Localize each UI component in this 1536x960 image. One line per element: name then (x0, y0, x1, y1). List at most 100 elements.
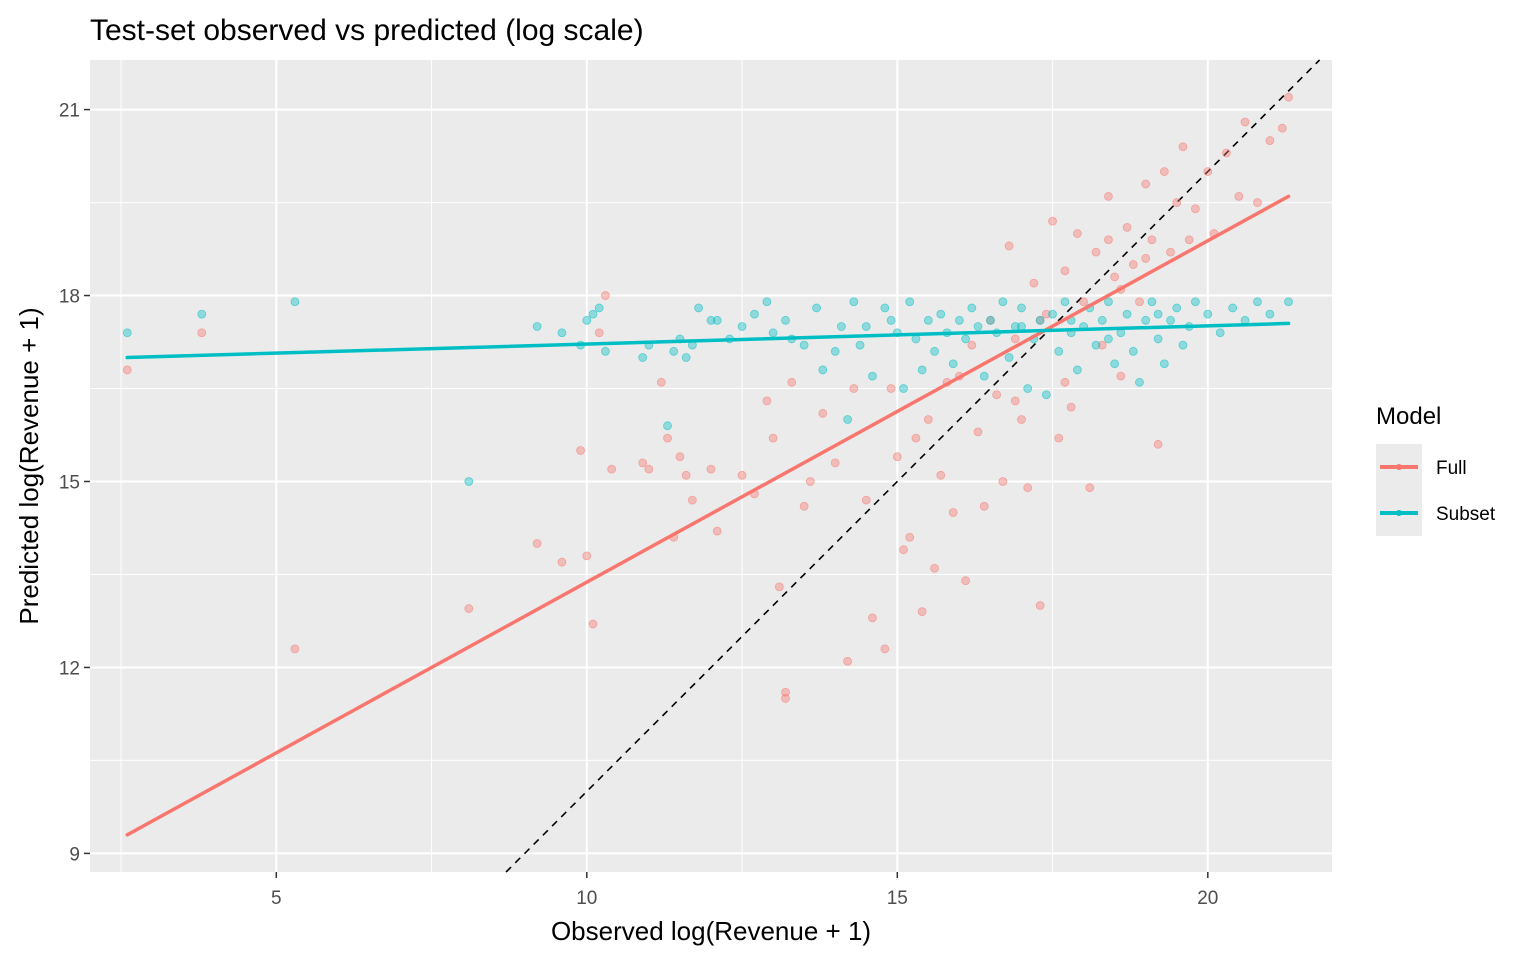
full-point (831, 459, 839, 467)
full-point (738, 471, 746, 479)
subset-point (1160, 360, 1168, 368)
legend-label-full: Full (1436, 458, 1467, 479)
subset-point (1104, 335, 1112, 343)
subset-point (1061, 298, 1069, 306)
subset-point (1024, 385, 1032, 393)
subset-point (1173, 304, 1181, 312)
subset-point (949, 360, 957, 368)
full-point (999, 477, 1007, 485)
subset-point (1135, 378, 1143, 386)
subset-point (937, 310, 945, 318)
x-tick-label: 10 (576, 888, 597, 909)
subset-point (856, 341, 864, 349)
full-point (1142, 180, 1150, 188)
full-point (1285, 93, 1293, 101)
x-tick-label: 15 (887, 888, 908, 909)
full-point (906, 533, 914, 541)
full-point (962, 577, 970, 585)
full-point (1104, 192, 1112, 200)
subset-point (123, 329, 131, 337)
subset-point (589, 310, 597, 318)
full-point (707, 465, 715, 473)
full-point (589, 620, 597, 628)
full-point (1148, 236, 1156, 244)
full-point (645, 465, 653, 473)
subset-point (1042, 391, 1050, 399)
full-point (968, 341, 976, 349)
subset-point (1123, 310, 1131, 318)
full-point (1055, 434, 1063, 442)
subset-point (800, 341, 808, 349)
legend-title: Model (1376, 403, 1441, 430)
full-point (123, 366, 131, 374)
full-point (775, 583, 783, 591)
full-point (595, 329, 603, 337)
full-point (639, 459, 647, 467)
subset-point (1253, 298, 1261, 306)
subset-point (881, 304, 889, 312)
y-axis-title: Predicted log(Revenue + 1) (14, 307, 44, 624)
subset-point (1285, 298, 1293, 306)
subset-point (1018, 304, 1026, 312)
full-point (1104, 236, 1112, 244)
full-point (1278, 124, 1286, 132)
subset-point (1018, 323, 1026, 331)
subset-point (1111, 360, 1119, 368)
full-point (1049, 217, 1057, 225)
full-point (608, 465, 616, 473)
full-point (1030, 279, 1038, 287)
full-point (664, 434, 672, 442)
subset-point (837, 323, 845, 331)
full-point (1173, 199, 1181, 207)
full-point (769, 434, 777, 442)
full-point (1142, 254, 1150, 262)
full-point (782, 694, 790, 702)
subset-point (750, 310, 758, 318)
subset-point (1204, 310, 1212, 318)
full-point (1129, 261, 1137, 269)
full-point (1179, 143, 1187, 151)
subset-point (533, 323, 541, 331)
subset-point (955, 316, 963, 324)
full-point (688, 496, 696, 504)
subset-point (763, 298, 771, 306)
subset-point (862, 323, 870, 331)
full-point (558, 558, 566, 566)
y-tick-label: 12 (59, 658, 80, 679)
full-point (1253, 199, 1261, 207)
subset-point (1142, 316, 1150, 324)
y-tick-label: 18 (59, 287, 80, 308)
subset-point (931, 347, 939, 355)
chart-title: Test-set observed vs predicted (log scal… (90, 14, 644, 47)
subset-point (968, 304, 976, 312)
subset-point (713, 316, 721, 324)
subset-point (1055, 347, 1063, 355)
full-point (868, 614, 876, 622)
subset-point (1167, 316, 1175, 324)
subset-point (999, 298, 1007, 306)
full-point (1061, 378, 1069, 386)
subset-point (1216, 329, 1224, 337)
full-point (1061, 267, 1069, 275)
full-point (1005, 242, 1013, 250)
y-tick-label: 21 (59, 101, 80, 122)
subset-point (1266, 310, 1274, 318)
full-point (893, 453, 901, 461)
full-point (1160, 168, 1168, 176)
full-point (806, 477, 814, 485)
full-point (844, 657, 852, 665)
full-point (1117, 372, 1125, 380)
x-tick-label: 20 (1197, 888, 1218, 909)
subset-point (813, 304, 821, 312)
subset-point (664, 422, 672, 430)
subset-point (918, 366, 926, 374)
full-point (291, 645, 299, 653)
full-point (931, 564, 939, 572)
subset-point (962, 335, 970, 343)
legend-key-full-point (1396, 464, 1402, 470)
full-point (850, 385, 858, 393)
full-point (1266, 137, 1274, 145)
full-point (577, 447, 585, 455)
subset-point (1104, 298, 1112, 306)
full-point (993, 391, 1001, 399)
